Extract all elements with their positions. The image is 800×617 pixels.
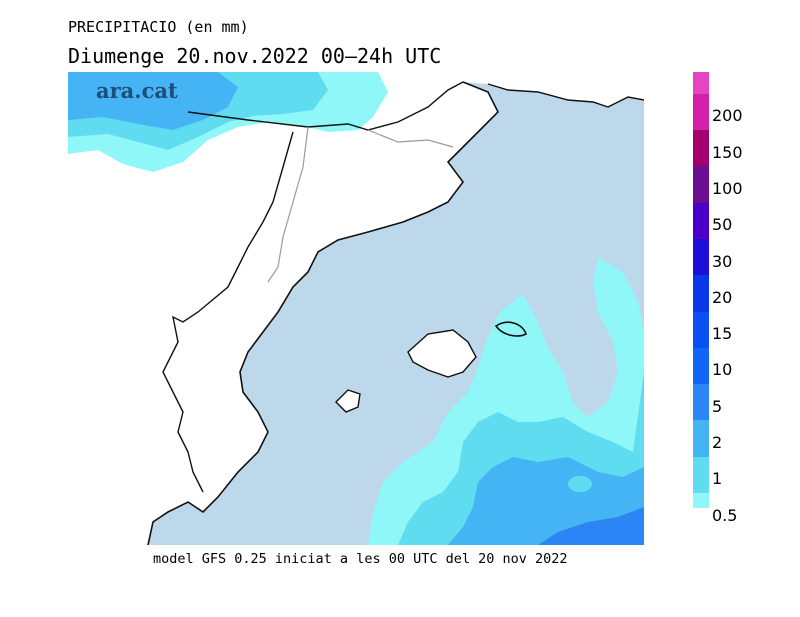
logo: ara.cat [96,78,178,103]
chart-title: PRECIPITACIO (en mm) [68,18,249,36]
legend-tick-label: 150 [712,142,743,162]
iberia-inner-coast [162,131,294,493]
precip-blob [568,476,592,492]
island-mallorca [407,329,477,378]
color-legend [693,72,709,508]
legend-swatch [693,420,709,457]
legend-swatch [693,311,709,348]
island-ibiza [335,389,361,413]
legend-swatch [693,130,709,167]
legend-tick-label: 1 [712,469,723,489]
region-borders [267,126,454,283]
legend-tick-label: 2 [712,433,723,452]
coastline [147,81,499,545]
legend-tick-label: 20 [712,287,733,307]
legend-tick-label: 100 [712,178,743,198]
precipitation-map: ara.cat [68,72,644,545]
precip-band-north-2 [68,72,238,130]
legend-swatch [693,166,709,203]
precip-sea-east-3 [538,507,644,545]
legend-tick-label: 10 [712,360,733,380]
legend-swatch [693,275,709,312]
model-note: model GFS 0.25 iniciat a les 00 UTC del … [153,551,568,567]
legend-swatch [693,493,709,508]
legend-tick-label: 5 [712,396,723,416]
legend-tick-label: 30 [712,251,733,271]
legend-tick-label: 200 [712,106,743,126]
legend-tick-label: 0.5 [712,505,738,525]
land-iberia [68,82,498,545]
legend-swatch [693,93,709,131]
legend-tick-label: 50 [712,215,733,235]
chart-subtitle: Diumenge 20.nov.2022 00—24h UTC [68,44,442,68]
legend-swatch [693,238,709,276]
legend-swatch [693,456,709,494]
legend-swatch [693,347,709,385]
legend-tick-label: 15 [712,324,733,344]
island-menorca [494,321,527,337]
legend-swatch [693,202,709,239]
legend-swatch-top [693,72,709,94]
legend-swatch [693,384,709,421]
